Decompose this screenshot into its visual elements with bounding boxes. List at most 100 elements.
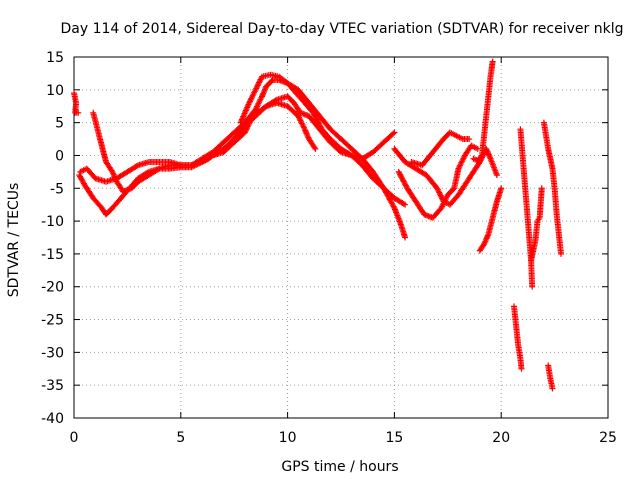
axis-ticks: 0 5 10 15 20 25 15 10 5 0 -5 -10 -15 -20 -25 -30 -35 -40 [41,50,617,446]
data-point [76,172,87,187]
y-tick-label: 15 [46,50,64,66]
y-tick-label: -25 [41,313,64,329]
data-point [295,113,307,131]
data-point [511,303,519,328]
data-point [306,136,318,151]
x-tick-label: 25 [599,430,617,446]
data-point [493,172,500,179]
x-axis-label: GPS time / hours [281,459,398,475]
data-point [293,90,307,105]
data-point [380,185,397,200]
data-point [455,176,472,198]
data-point [518,365,525,372]
data-point [145,166,162,179]
data-point [419,150,435,169]
data-point [252,94,265,113]
x-tick-label: 15 [385,430,403,446]
data-point [370,175,386,191]
data-point [538,185,545,192]
data-point [481,114,490,139]
data-point [485,75,494,100]
data-point [237,101,252,126]
data-point [284,93,296,105]
data-point [135,173,151,185]
data-point [517,126,526,157]
data-point [71,90,79,105]
data-point [395,168,410,190]
y-tick-label: 10 [46,83,64,99]
data-point [135,169,151,182]
data-point [220,140,236,156]
data-point [338,136,354,151]
data-point [489,58,496,65]
y-tick-label: -10 [41,214,64,230]
x-tick-label: 0 [70,430,79,446]
data-point [483,95,492,120]
data-point [276,73,290,86]
data-point [487,155,500,177]
data-point [83,165,98,181]
data-point [391,129,398,136]
data-point [103,159,115,174]
data-point [252,75,265,93]
data-point [205,153,215,162]
data-point [263,97,279,110]
data-point [521,178,530,210]
data-point [220,130,236,146]
data-point [72,109,80,116]
data-point [438,193,451,211]
data-point [555,231,564,256]
data-point [412,165,429,178]
data-point [489,199,500,221]
data-point [284,103,301,118]
data-point [528,239,538,264]
y-tick-label: 5 [55,116,64,132]
series-track-10 [476,185,505,254]
series-track-5 [237,71,409,208]
data-point [543,132,551,151]
x-tick-label: 10 [279,430,297,446]
data-point [199,150,215,162]
data-point [551,185,560,216]
data-point [220,137,236,152]
data-point [231,124,247,142]
data-marks [71,58,565,392]
data-point [391,145,408,164]
data-point [519,152,528,184]
series-track-11 [511,303,525,372]
data-point [404,185,418,204]
y-tick-label: -5 [50,181,64,197]
series-track-13 [528,185,545,264]
data-point [81,182,96,200]
data-point [468,142,480,152]
data-point [113,169,130,182]
data-point [310,109,325,131]
series-track-9 [470,58,496,164]
data-point [523,205,532,236]
data-point [534,216,542,225]
data-point [291,99,303,115]
data-point [466,136,473,143]
data-point [391,195,407,207]
data-point [434,185,446,203]
data-point [124,163,140,175]
data-point [402,159,418,171]
data-point [470,155,480,163]
data-point [94,126,105,148]
data-point [391,205,404,226]
series-track-15 [545,362,556,392]
data-point [254,104,268,116]
series-track-7 [395,142,481,221]
data-point [199,156,210,165]
data-point [231,120,247,136]
data-point [545,362,554,380]
y-tick-label: -30 [41,345,64,361]
data-point [327,139,343,155]
y-tick-label: 0 [55,148,64,164]
data-point [446,129,458,138]
data-point [423,172,440,191]
data-point [549,165,558,190]
x-tick-label: 5 [176,430,185,446]
chart-title: Day 114 of 2014, Sidereal Day-to-day VTE… [61,21,624,37]
data-point [241,107,258,126]
